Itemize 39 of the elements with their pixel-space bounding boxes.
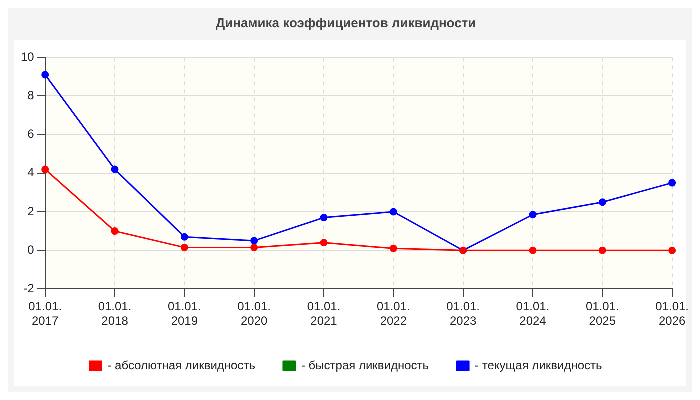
y-tick-label: 10 (20, 50, 35, 64)
y-tick-label: 0 (28, 242, 35, 257)
y-tick-label: 8 (28, 88, 35, 103)
x-tick-label: 01.01. 2020 (238, 300, 272, 328)
point (668, 246, 676, 254)
point (529, 246, 537, 254)
point (180, 244, 188, 252)
x-tick-label: 01.01. 2024 (516, 300, 550, 328)
x-tick-label: 01.01. 2022 (376, 300, 410, 328)
x-tick-label: 01.01. 2017 (28, 300, 62, 328)
point (180, 233, 188, 241)
x-tick-label: 01.01. 2026 (656, 300, 690, 328)
point (598, 246, 606, 254)
chart-title: Динамика коэффициентов ликвидности (216, 15, 476, 30)
point (250, 244, 258, 252)
point (390, 244, 398, 252)
point (390, 208, 398, 216)
point (598, 198, 606, 206)
y-tick-label: -2 (24, 282, 35, 296)
point (42, 166, 50, 174)
y-tick-label: 6 (28, 127, 35, 142)
x-tick-label: 01.01. 2019 (168, 300, 202, 328)
x-tick-label: 01.01. 2021 (307, 300, 341, 328)
point (320, 239, 328, 247)
point (668, 179, 676, 187)
point (42, 71, 50, 79)
legend-label: - абсолютная ликвидность (108, 358, 256, 372)
point (529, 211, 537, 219)
x-tick-label: 01.01. 2023 (446, 300, 480, 328)
point (111, 166, 119, 174)
y-tick-label: 4 (28, 166, 35, 180)
x-tick-label: 01.01. 2018 (98, 300, 132, 328)
legend-label: - текущая ликвидность (475, 358, 602, 372)
point (320, 214, 328, 222)
y-tick-label: 2 (28, 204, 35, 218)
point (250, 237, 258, 245)
point (111, 228, 119, 236)
legend-label: - быстрая ликвидность (301, 358, 430, 372)
x-tick-label: 01.01. 2025 (586, 300, 620, 328)
